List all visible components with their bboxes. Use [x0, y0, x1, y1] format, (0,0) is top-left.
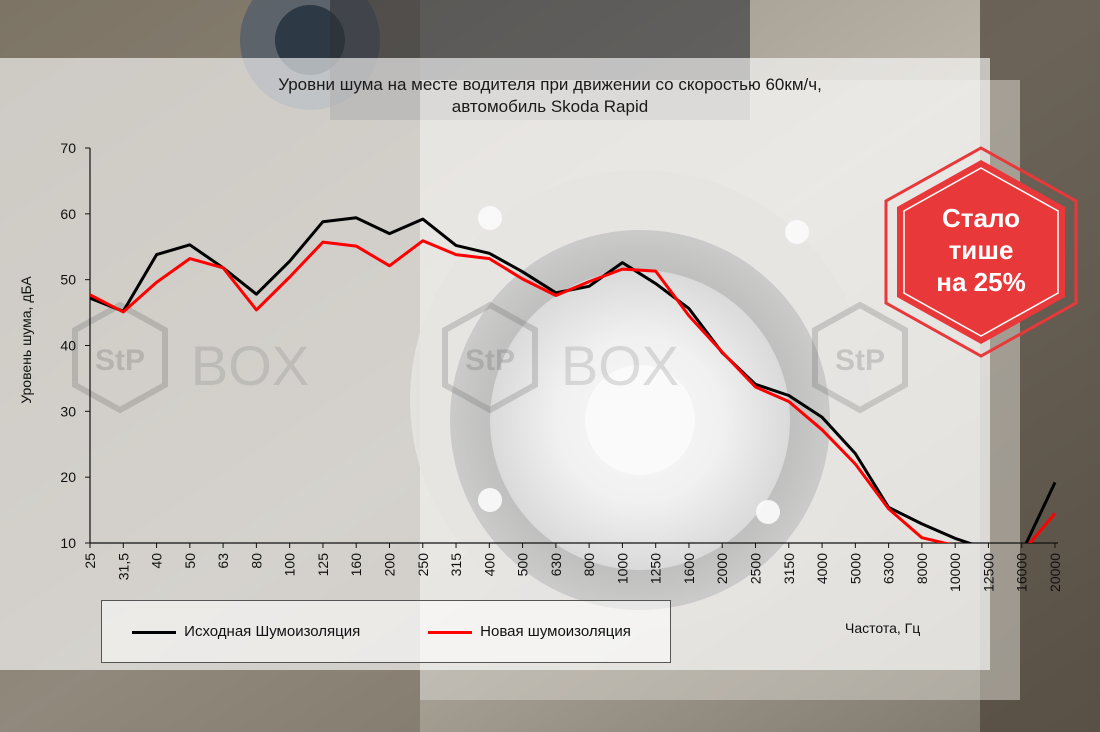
chart-title-line2: автомобиль Skoda Rapid [451, 97, 649, 116]
y-tick-label: 40 [60, 338, 76, 354]
y-tick-label: 70 [60, 140, 76, 156]
x-tick-label: 400 [481, 553, 497, 577]
watermark-logo-left: StP BOX [72, 301, 309, 414]
x-tick-label: 630 [548, 553, 564, 577]
y-ticks: 10 20 30 40 50 60 70 [60, 140, 90, 551]
series-layer [90, 216, 1057, 543]
badge-line-2: тише [948, 235, 1014, 265]
x-tick-label: 125 [315, 553, 331, 577]
x-tick-label: 31,5 [115, 553, 131, 580]
x-tick-label: 40 [149, 553, 165, 569]
legend-swatch-original [132, 630, 176, 634]
x-tick-label: 4000 [814, 553, 830, 584]
y-axis-label: Уровень шума, дБА [18, 276, 34, 404]
x-tick-label: 3150 [781, 553, 797, 584]
x-axis-label: Частота, Гц [845, 620, 921, 636]
x-tick-label: 800 [581, 553, 597, 577]
x-tick-label: 63 [215, 553, 231, 569]
x-tick-label: 12500 [980, 553, 996, 592]
y-tick-label: 60 [60, 206, 76, 222]
y-tick-label: 10 [60, 535, 76, 551]
series-line-new [90, 239, 1057, 543]
legend-label-original: Исходная Шумоизоляция [184, 623, 361, 640]
x-tick-label: 80 [248, 553, 264, 569]
legend: Исходная Шумоизоляция Новая шумоизоляция [101, 600, 671, 663]
y-tick-label: 30 [60, 403, 76, 419]
x-tick-label: 2000 [714, 553, 730, 584]
watermark-logo-right: StP [812, 301, 908, 414]
x-tick-label: 20000 [1047, 553, 1063, 592]
chart-title: Уровни шума на месте водителя при движен… [90, 74, 1010, 118]
watermark-text: BOX [191, 334, 309, 397]
x-tick-label: 10000 [947, 553, 963, 592]
x-tick-label: 6300 [881, 553, 897, 584]
watermark-logo-text: StP [95, 344, 145, 377]
promo-badge: Стало тише на 25% [882, 146, 1080, 358]
x-tick-label: 500 [515, 553, 531, 577]
chart-title-line1: Уровни шума на месте водителя при движен… [278, 75, 822, 94]
x-tick-label: 25 [82, 553, 98, 569]
x-tick-label: 100 [282, 553, 298, 577]
badge-line-1: Стало [941, 203, 1021, 233]
watermark-logo-text: StP [835, 344, 885, 377]
x-tick-label: 1250 [648, 553, 664, 584]
watermark-logo-center: StP BOX [442, 301, 679, 414]
badge-line-3: на 25% [936, 267, 1026, 297]
x-tick-label: 1600 [681, 553, 697, 584]
x-tick-label: 315 [448, 553, 464, 577]
x-tick-label: 50 [182, 553, 198, 569]
x-tick-label: 16000 [1014, 553, 1030, 592]
x-tick-label: 2500 [748, 553, 764, 584]
badge-hexagon-icon [884, 146, 1078, 358]
x-tick-label: 8000 [914, 553, 930, 584]
y-tick-label: 50 [60, 272, 76, 288]
legend-item-original: Исходная Шумоизоляция [132, 623, 360, 640]
y-tick-label: 20 [60, 469, 76, 485]
watermark-text: BOX [561, 334, 679, 397]
watermark-logo-text: StP [465, 344, 515, 377]
x-tick-label: 160 [348, 553, 364, 577]
x-tick-label: 200 [381, 553, 397, 577]
legend-swatch-new [428, 630, 472, 634]
watermark: StP BOX StP BOX StP [72, 301, 908, 414]
x-tick-label: 1000 [614, 553, 630, 584]
x-tick-label: 250 [415, 553, 431, 577]
legend-label-new: Новая шумоизоляция [480, 623, 631, 640]
x-tick-label: 5000 [847, 553, 863, 584]
legend-item-new: Новая шумоизоляция [428, 623, 631, 640]
badge-text: Стало тише на 25% [882, 202, 1080, 298]
x-ticks: 25 31,5 40 50 63 80 100 125 160 200 250 315 400 500 63… [82, 543, 1063, 592]
